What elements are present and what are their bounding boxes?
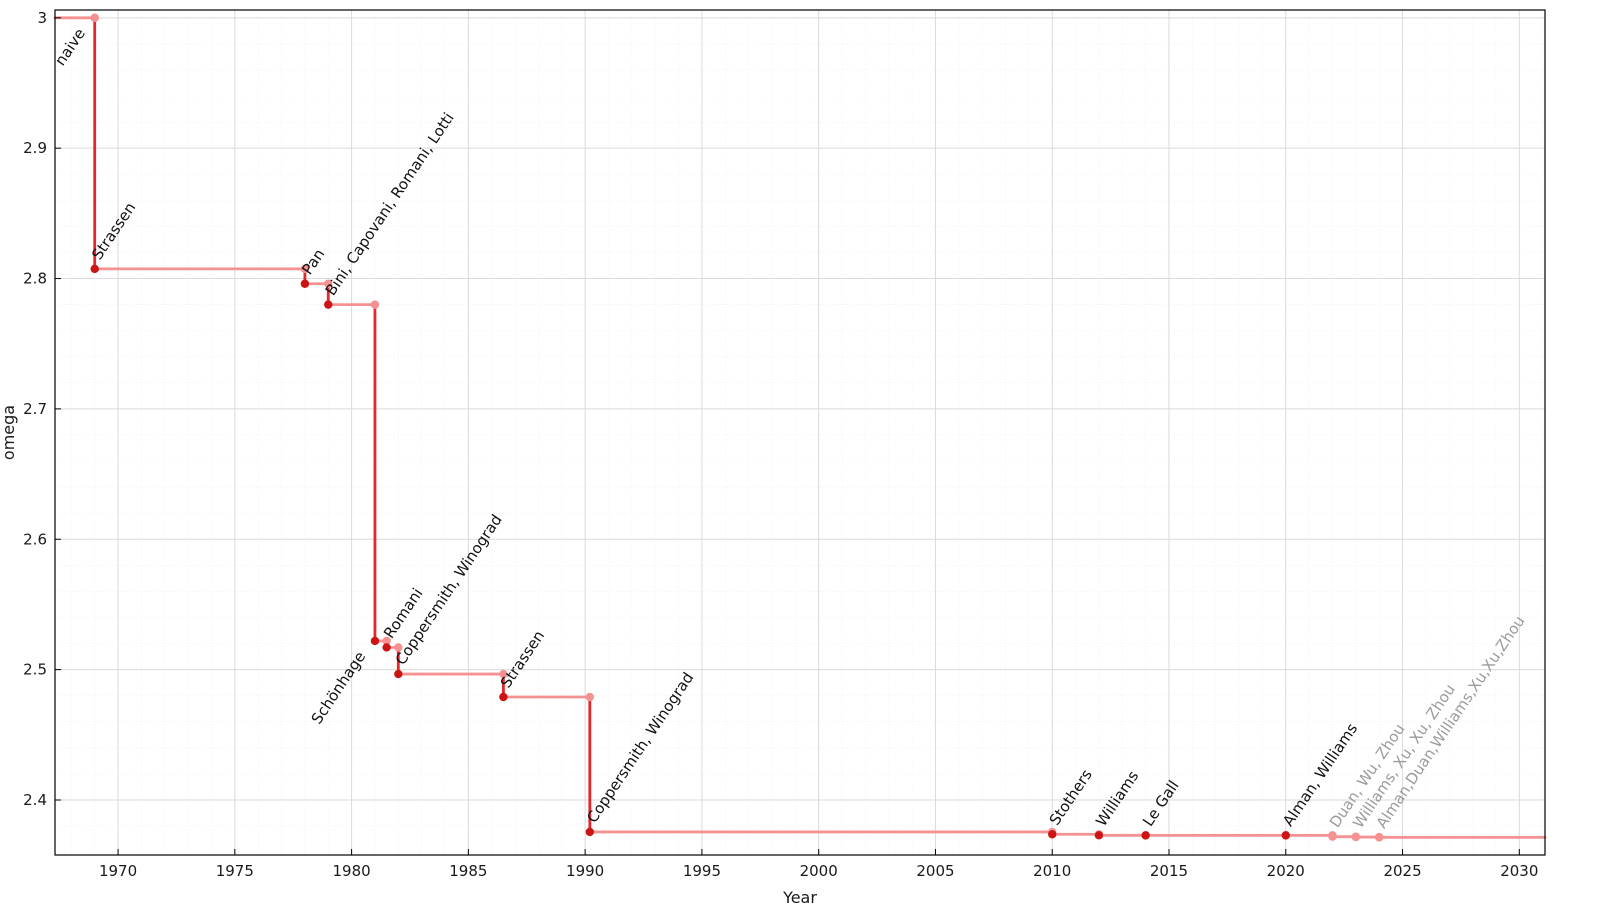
y-tick-label: 2.5 [23, 661, 47, 679]
data-point-markers [90, 13, 1384, 842]
step-corner-marker [370, 300, 380, 309]
step-corner-marker [324, 279, 333, 288]
step-corner-marker [499, 669, 508, 679]
x-tick-label: 1980 [333, 862, 371, 880]
step-corner-marker [585, 692, 595, 702]
x-tick-label: 2005 [916, 862, 954, 880]
x-tick-label: 2020 [1267, 862, 1305, 880]
data-point-marker [499, 692, 508, 702]
data-point-marker [324, 300, 333, 309]
data-point-marker [1328, 832, 1337, 841]
x-tick-label: 1970 [99, 862, 137, 880]
data-point-marker [585, 827, 595, 837]
data-point-marker [394, 669, 403, 679]
y-tick-label: 2.9 [23, 139, 47, 157]
step-corner-marker [300, 264, 310, 274]
x-tick-label: 1975 [216, 862, 254, 880]
data-point-marker [90, 264, 99, 274]
data-point-marker [1094, 831, 1104, 840]
x-tick-label: 1985 [449, 862, 487, 880]
y-axis-label: omega [0, 405, 18, 460]
y-tick-label: 2.8 [23, 270, 47, 288]
data-point-marker [1374, 833, 1384, 842]
x-tick-label: 2030 [1500, 862, 1538, 880]
x-tick-label: 2010 [1033, 862, 1071, 880]
x-tick-label: 2000 [800, 862, 838, 880]
step-corner-marker [382, 636, 391, 646]
y-tick-label: 2.6 [23, 530, 47, 548]
data-point-marker [300, 279, 310, 288]
data-point-marker [1048, 830, 1057, 839]
x-tick-label: 1995 [683, 862, 721, 880]
x-tick-label: 2015 [1150, 862, 1188, 880]
plot-frame [54, 9, 1546, 856]
data-point-marker [90, 13, 99, 23]
axes: 1970 1975 1980 1985 1990 1995 2000 2005 2010 2015… [0, 9, 1546, 907]
data-point-marker [382, 643, 391, 652]
y-tick-label: 2.7 [23, 400, 47, 418]
step-corner-marker [394, 643, 403, 652]
data-point-marker [1281, 831, 1290, 840]
data-point-marker [1351, 832, 1361, 842]
data-point-marker [370, 636, 380, 646]
y-tick-label: 2.4 [23, 791, 47, 809]
major-grid [55, 10, 1545, 855]
x-tick-label: 1990 [566, 862, 604, 880]
x-axis-label: Year [782, 888, 817, 907]
y-tick-label: 3 [37, 9, 47, 27]
x-tick-label: 2025 [1383, 862, 1421, 880]
data-point-marker [1141, 831, 1150, 840]
